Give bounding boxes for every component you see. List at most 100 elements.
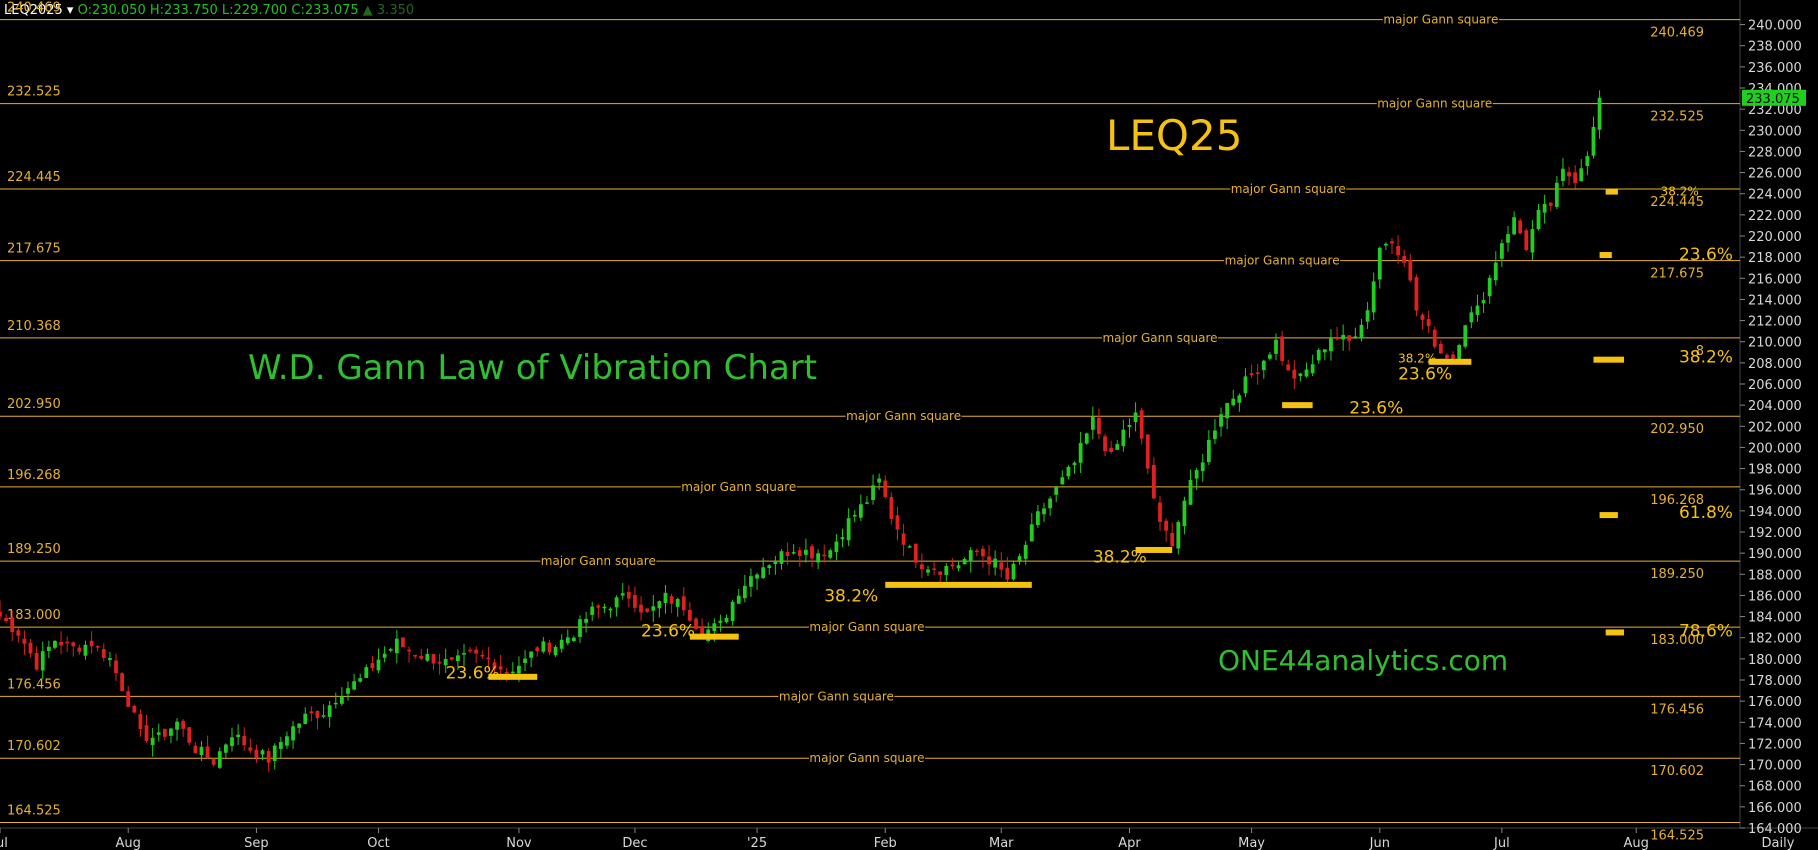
candle-body [1072, 462, 1077, 466]
y-tick-label: 180.000 [1748, 653, 1802, 668]
candle-body [254, 749, 259, 758]
gann-level-left-label: 176.456 [7, 677, 61, 692]
candle-body [1005, 567, 1010, 580]
gann-level-right-label: 240.469 [1650, 26, 1704, 41]
candle-body [1255, 372, 1260, 375]
candle-body [523, 658, 527, 664]
support-bar [885, 581, 1032, 588]
candle-body [1542, 203, 1547, 213]
candle-body [352, 681, 356, 690]
candle-body [1432, 329, 1437, 347]
y-tick-label: 188.000 [1748, 568, 1802, 583]
candle-body [419, 656, 424, 659]
x-tick-label: Aug [116, 836, 141, 850]
candle-body [712, 623, 717, 632]
chart-header: LEQ2025 ▾ O:230.050 H:233.750 L:229.700 … [4, 3, 414, 18]
candle-body [1243, 376, 1248, 394]
candle-body [694, 618, 698, 629]
gann-level-left-label: 164.525 [7, 803, 61, 818]
candle-body [700, 626, 704, 639]
gann-level-right-label: 170.602 [1650, 764, 1704, 779]
y-tick-label: 226.000 [1748, 167, 1802, 182]
candle-body [413, 654, 418, 657]
candle-body [901, 533, 906, 545]
candle-body [1365, 310, 1370, 322]
candle-body [340, 696, 344, 704]
candle-body [1298, 373, 1303, 376]
candle-body [1597, 97, 1602, 130]
support-bar [1135, 546, 1173, 553]
candle-body [83, 644, 88, 656]
candle-body [1042, 508, 1046, 515]
candle-body [211, 759, 216, 765]
candle-body [913, 543, 918, 563]
candle-body [907, 546, 912, 548]
candle-body [449, 657, 454, 660]
candle-body [205, 746, 210, 758]
candle-body [987, 556, 991, 565]
x-tick-label: Mar [989, 836, 1014, 850]
chart-title: W.D. Gann Law of Vibration Chart [248, 348, 817, 388]
candle-body [1029, 524, 1034, 542]
candle-body [822, 554, 827, 557]
support-bar [1428, 358, 1472, 365]
x-tick-label: Nov [506, 836, 532, 850]
gann-square-label: major Gann square [846, 409, 961, 423]
candle-body [541, 641, 546, 652]
symbol-label[interactable]: LEQ2025 ▾ [4, 3, 74, 18]
y-tick-label: 216.000 [1748, 272, 1802, 287]
candle-body [767, 565, 772, 568]
candle-body [1213, 430, 1217, 440]
candle-body [132, 705, 137, 713]
gann-square-label: major Gann square [1377, 97, 1492, 111]
gann-level-left-label: 196.268 [7, 468, 61, 483]
candle-body [1274, 339, 1278, 354]
candle-body [1164, 520, 1168, 531]
candle-body [1384, 243, 1388, 246]
gann-level-right-label: 224.445 [1650, 195, 1704, 210]
candle-body [1451, 354, 1455, 359]
candle-body [321, 715, 326, 717]
candle-body [285, 736, 289, 746]
candle-body [242, 735, 247, 746]
candle-body [1316, 349, 1321, 361]
candle-body [669, 596, 674, 604]
y-tick-label: 238.000 [1748, 40, 1802, 55]
candle-body [376, 659, 381, 671]
retracement-label: 38.2% [1398, 352, 1436, 366]
candle-body [1292, 369, 1297, 379]
candle-body [480, 654, 485, 657]
candle-body [565, 637, 570, 644]
candle-body [626, 591, 631, 599]
candle-body [169, 728, 173, 736]
y-tick-label: 196.000 [1748, 484, 1802, 499]
candle-body [1304, 369, 1309, 377]
candle-body [138, 714, 143, 730]
candle-body [437, 661, 442, 664]
ohlc-readout: O:230.050 H:233.750 L:229.700 C:233.075 [77, 3, 359, 18]
candle-body [1206, 439, 1211, 463]
candle-body [1420, 314, 1425, 320]
candle-body [492, 662, 497, 670]
candle-body [1170, 533, 1175, 547]
gann-square-label: major Gann square [809, 751, 924, 765]
gann-square-label: major Gann square [1102, 331, 1217, 345]
candle-body [1377, 247, 1382, 280]
candle-body [77, 647, 82, 652]
candle-body [358, 678, 363, 682]
candle-body [1481, 300, 1486, 304]
y-tick-label: 236.000 [1748, 61, 1802, 76]
candle-body [633, 594, 637, 608]
candle-body [1011, 563, 1016, 580]
candle-body [944, 565, 949, 576]
candle-body [559, 639, 564, 649]
candle-body [1487, 277, 1492, 297]
candle-body [877, 478, 882, 483]
support-bar [1605, 188, 1618, 195]
candle-body [1493, 262, 1498, 281]
y-tick-label: 172.000 [1748, 737, 1802, 752]
y-tick-label: 230.000 [1748, 124, 1802, 139]
gann-level-left-label: 189.250 [7, 542, 61, 557]
support-bar [1599, 512, 1618, 519]
